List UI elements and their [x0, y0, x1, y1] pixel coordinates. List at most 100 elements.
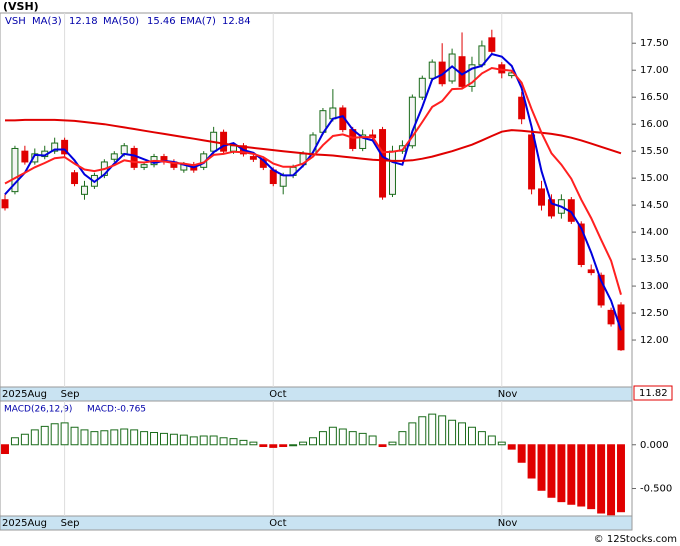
macd-bar: [169, 433, 178, 446]
macd-bar: [348, 431, 357, 446]
watermark: © 12Stocks.com: [594, 534, 677, 545]
macd-bar: [408, 422, 417, 446]
macd-bar: [358, 432, 367, 446]
macd-bar: [150, 432, 159, 446]
candle-body: [71, 172, 79, 185]
x-tick-label: Oct: [269, 389, 286, 400]
legend-label: EMA(7): [180, 16, 216, 27]
macd-bar: [617, 444, 625, 513]
date-band: [0, 515, 633, 531]
macd-bar: [60, 422, 69, 446]
candle-body: [279, 174, 287, 187]
price-panel: [0, 12, 633, 388]
macd-bar: [557, 444, 566, 503]
macd-bar: [477, 431, 486, 446]
y-tick-label: 15.00: [640, 173, 669, 184]
candle-body: [249, 156, 257, 160]
candle-body: [51, 142, 59, 152]
macd-bar: [80, 429, 89, 446]
y-tick-label: 13.00: [640, 281, 669, 292]
macd-bar: [159, 432, 168, 446]
y-tick-label: 16.50: [640, 92, 669, 103]
macd-bar: [527, 444, 536, 479]
y-tick-label: 12.00: [640, 335, 669, 346]
candle-body: [547, 199, 555, 217]
macd-title: MACD(26,12,9): [4, 405, 72, 415]
macd-bar: [328, 426, 337, 446]
macd-bar: [378, 444, 387, 448]
y-tick-label: -0.500: [640, 484, 672, 495]
macd-bar: [50, 423, 59, 446]
macd-bar: [309, 437, 317, 446]
macd-bar: [140, 431, 149, 446]
macd-bar: [517, 444, 526, 463]
y-tick-label: 0.000: [640, 440, 669, 451]
candle-body: [81, 185, 88, 195]
x-tick-label: Sep: [61, 518, 80, 529]
candle-body: [110, 153, 118, 160]
macd-bar: [100, 430, 109, 446]
macd-bar: [70, 426, 79, 446]
macd-bar: [507, 444, 516, 450]
x-tick-label: 2025Aug: [2, 389, 47, 400]
y-tick-label: 14.00: [640, 227, 669, 238]
macd-bar: [438, 415, 447, 446]
y-tick-label: 17.00: [640, 65, 669, 76]
candle-body: [130, 147, 138, 168]
candle-body: [389, 150, 396, 195]
macd-bar: [547, 444, 556, 498]
candle-body: [120, 145, 128, 155]
macd-bar: [20, 433, 29, 446]
macd-bar: [90, 431, 99, 446]
candle-body: [329, 107, 337, 120]
candle-body: [597, 274, 605, 306]
ma-line: [4, 52, 622, 331]
macd-bar: [487, 435, 496, 446]
macd-bar: [209, 435, 218, 446]
candle-body: [140, 164, 148, 168]
y-tick-label: 12.50: [640, 308, 669, 319]
y-tick-label: 17.50: [640, 38, 669, 49]
macd-bar: [249, 441, 258, 446]
candle-body: [359, 134, 367, 149]
candle-body: [577, 223, 585, 265]
macd-bar: [398, 431, 407, 446]
candle-body: [528, 134, 536, 190]
candle-body: [607, 309, 615, 325]
macd-bar: [120, 428, 129, 446]
candle-body: [418, 77, 426, 98]
candle-body: [538, 188, 545, 206]
macd-bar: [448, 419, 457, 446]
macd-bar: [368, 435, 377, 446]
macd-value: MACD:-0.765: [87, 405, 146, 415]
legend-value: 12.84: [222, 16, 251, 27]
legend-value: 15.46: [147, 16, 176, 27]
candle-body: [11, 147, 19, 193]
candle-body: [518, 96, 526, 120]
macd-bar: [289, 444, 298, 447]
macd-bar: [607, 444, 616, 516]
legend-value: 12.18: [69, 16, 98, 27]
ma-line: [5, 118, 622, 162]
candle-body: [468, 64, 476, 87]
macd-bar: [577, 444, 586, 507]
candle-body: [428, 61, 436, 79]
x-tick-label: 2025Aug: [2, 518, 47, 529]
macd-panel: [0, 400, 633, 517]
ticker: VSH: [5, 16, 26, 27]
candle-body: [220, 131, 228, 152]
macd-bar: [40, 425, 49, 446]
macd-bar: [279, 444, 288, 448]
candle-body: [379, 129, 387, 198]
macd-bar: [239, 439, 248, 446]
candle-body: [230, 145, 237, 152]
x-tick-label: Nov: [498, 518, 518, 529]
candle-body: [488, 37, 496, 52]
macd-bar: [428, 413, 437, 446]
macd-bar: [597, 444, 606, 514]
x-tick-label: Nov: [498, 389, 518, 400]
y-tick-label: 16.00: [640, 119, 669, 130]
macd-bar: [1, 444, 9, 455]
macd-bar: [458, 422, 467, 446]
